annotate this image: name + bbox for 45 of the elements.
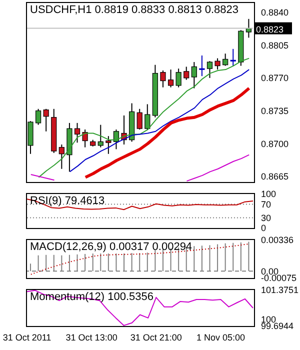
- candlestick: [136, 108, 142, 130]
- candlestick: [214, 58, 220, 70]
- y-tick-label: 0.8770: [261, 73, 289, 84]
- y-tick-label: 0.00336: [261, 235, 294, 246]
- candlestick: [82, 129, 88, 148]
- candlestick: [160, 70, 166, 88]
- y-tick-label: 0.8735: [261, 106, 289, 116]
- line-series: [69, 69, 250, 172]
- ref-line-label: 0.8823: [256, 24, 284, 34]
- candlestick: [222, 53, 228, 66]
- candlestick: [35, 108, 42, 126]
- chart-title: RSI(9) 79.4613: [30, 195, 105, 207]
- y-tick-label: 0.8665: [261, 172, 289, 182]
- y-tick-label: 0: [261, 223, 266, 234]
- x-tick-label: 31 Oct 21:00: [130, 332, 182, 342]
- candlestick: [98, 124, 104, 148]
- x-tick-label: 1 Nov 05:00: [196, 332, 245, 342]
- y-tick-label: 30: [261, 212, 272, 223]
- candlestick: [199, 54, 205, 77]
- candlestick: [230, 48, 236, 66]
- y-tick-label: 70: [261, 199, 272, 210]
- candlestick: [28, 120, 34, 154]
- candlestick: [144, 104, 150, 130]
- y-tick-label: 0.8805: [261, 40, 289, 50]
- y-tick-label: 101.3751: [261, 285, 299, 296]
- candlestick: [191, 62, 197, 89]
- candlestick: [43, 108, 49, 132]
- y-tick-label: 0.8700: [261, 138, 289, 149]
- chart-title: USDCHF,H1 0.8819 0.8833 0.8813 0.8823: [30, 4, 239, 16]
- y-tick-label: -0.00075: [261, 273, 297, 284]
- line-series: [84, 86, 251, 179]
- candlestick: [58, 144, 64, 170]
- x-tick-label: 31 Oct 2011: [2, 332, 52, 342]
- candlestick: [206, 60, 213, 78]
- candlestick: [106, 136, 112, 154]
- y-tick-label: 100: [261, 189, 276, 200]
- x-tick-label: 31 Oct 13:00: [66, 332, 118, 342]
- y-tick-label: 99.6944: [261, 321, 294, 332]
- chart-title: MACD(12,26,9) 0.00317 0.00294: [30, 241, 192, 253]
- y-tick-label: 0.8840: [261, 8, 289, 18]
- candlestick: [176, 68, 182, 88]
- candlestick: [184, 66, 190, 80]
- candlestick: [74, 122, 80, 144]
- line-series: [38, 58, 250, 178]
- candlestick: [168, 69, 174, 88]
